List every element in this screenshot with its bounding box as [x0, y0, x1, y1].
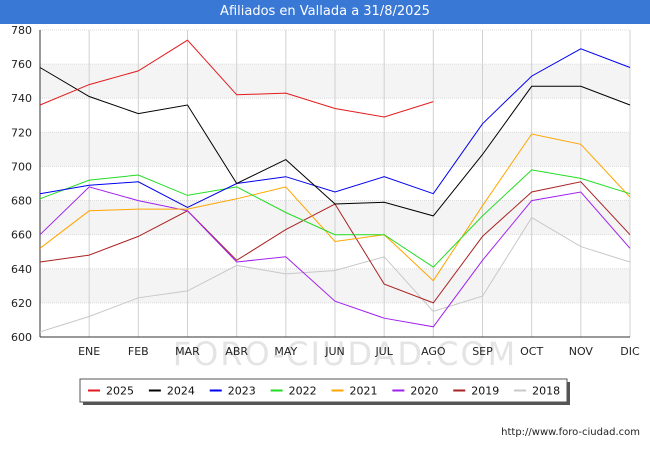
- series-line-2025: [39, 39, 434, 118]
- x-tick-label: JUN: [324, 345, 345, 358]
- x-tick-label: DIC: [620, 345, 640, 358]
- y-tick-label: 620: [11, 297, 32, 310]
- x-tick-label: ENE: [78, 345, 100, 358]
- y-tick-label: 680: [11, 195, 32, 208]
- y-tick-label: 640: [11, 263, 32, 276]
- series-line-2024: [39, 67, 631, 217]
- chart-title: Afiliados en Vallada a 31/8/2025: [220, 4, 430, 19]
- y-tick-label: 760: [11, 58, 32, 71]
- x-tick-label: JUL: [374, 345, 393, 358]
- y-tick-label: 600: [11, 331, 32, 344]
- axes: 600 620 640 660 680 700 720 740 760 780 ENE FEB MAR A…: [11, 24, 640, 358]
- x-tick-label: MAY: [274, 345, 297, 358]
- series-lines: [39, 39, 631, 333]
- x-tick-label: FEB: [128, 345, 149, 358]
- x-tick-label: AGO: [421, 345, 446, 358]
- legend-label-2022: 2022: [289, 385, 317, 398]
- legend: 2025 2024 2023 2022 2021 2020 2019 2018: [79, 378, 570, 405]
- x-tick-label: NOV: [569, 345, 594, 358]
- legend-label-2025: 2025: [106, 385, 134, 398]
- legend-label-2021: 2021: [350, 385, 378, 398]
- y-tick-label: 780: [11, 24, 32, 37]
- series-line-2022: [39, 169, 631, 268]
- legend-label-2020: 2020: [410, 385, 438, 398]
- series-line-2021: [39, 133, 631, 282]
- series-line-2023: [39, 48, 631, 208]
- y-tick-label: 740: [11, 92, 32, 105]
- x-tick-label: SEP: [472, 345, 493, 358]
- y-tick-label: 720: [11, 126, 32, 139]
- legend-label-2024: 2024: [167, 385, 195, 398]
- x-tick-label: OCT: [520, 345, 543, 358]
- legend-label-2018: 2018: [532, 385, 560, 398]
- series-line-2020: [39, 186, 631, 328]
- y-tick-label: 660: [11, 229, 32, 242]
- legend-label-2023: 2023: [228, 385, 256, 398]
- series-line-2018: [39, 216, 631, 333]
- source-url: http://www.foro-ciudad.com: [501, 427, 640, 438]
- watermark: FORO-CIUDAD.COM: [173, 335, 518, 373]
- legend-label-2019: 2019: [471, 385, 499, 398]
- y-tick-label: 700: [11, 160, 32, 173]
- x-tick-label: MAR: [175, 345, 200, 358]
- title-bar: Afiliados en Vallada a 31/8/2025: [0, 0, 650, 24]
- x-tick-label: ABR: [225, 345, 248, 358]
- legend-box: [79, 378, 568, 403]
